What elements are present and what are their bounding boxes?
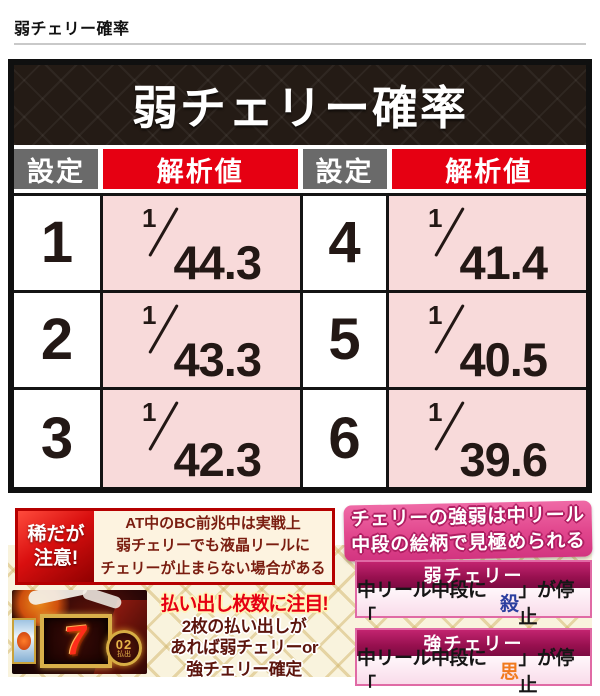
reel-window-frame: 7	[40, 614, 112, 668]
caution-line: 弱チェリーでも液晶リールに	[115, 537, 311, 555]
caution-line: チェリーが止まらない場合がある	[100, 559, 326, 577]
table-header-row: 設定 解析値 設定 解析値	[14, 145, 586, 193]
payout-medal-label: 払出	[117, 651, 131, 658]
weak-cherry-box: 弱チェリー 中リール中段に「殺」が停止	[355, 560, 592, 628]
table-row: 1 1 44.3 4 1 41.4	[14, 196, 586, 293]
setting-number: 5	[328, 307, 361, 372]
payout-medal: 02 払出	[106, 630, 142, 666]
caution-note: 稀だが 注意! AT中のBC前兆中は実戦上 弱チェリーでも液晶リールに チェリー…	[15, 508, 335, 585]
column-header-value: 解析値	[391, 149, 586, 189]
strong-cherry-title: 強チェリー	[357, 630, 590, 656]
reel-photo: 7 02 払出	[12, 590, 147, 674]
setting-number: 3	[40, 405, 74, 471]
setting-cell: 3	[14, 390, 100, 487]
bottom-section: 稀だが 注意! AT中のBC前兆中は実戦上 弱チェリーでも液晶リールに チェリー…	[0, 497, 600, 696]
value-cell: 1 44.3	[100, 196, 300, 290]
fraction-numerator: 1	[142, 300, 157, 330]
page-title: 弱チェリー確率	[14, 21, 130, 38]
fraction-value: 41.4	[459, 236, 547, 289]
fraction: 1 42.3	[103, 390, 300, 487]
setting-number: 6	[328, 405, 361, 471]
setting-number: 2	[40, 307, 74, 372]
strong-cherry-text: 中リール中段に「思」が停止	[357, 648, 590, 696]
fraction-value: 42.3	[173, 433, 261, 486]
fraction: 1 43.3	[103, 293, 300, 387]
reel-text-prefix: 中リール中段に「	[357, 580, 487, 628]
fraction: 1 39.6	[389, 390, 586, 487]
discern-banner-line: 中段の絵柄で見極められる	[351, 530, 586, 557]
reel-symbol-blob	[17, 632, 31, 650]
side-reel-strip	[12, 618, 36, 664]
caution-line: AT中のBC前兆中は実戦上	[125, 514, 301, 532]
value-cell: 1 39.6	[386, 390, 586, 487]
fraction-numerator: 1	[428, 203, 443, 233]
caution-badge-line: 稀だが	[27, 523, 85, 545]
table-title-band: 弱チェリー確率	[14, 65, 586, 145]
caution-badge: 稀だが 注意!	[18, 511, 94, 582]
value-cell: 1 42.3	[100, 390, 300, 487]
column-header-setting: 設定	[302, 149, 387, 189]
caution-text: AT中のBC前兆中は実戦上 弱チェリーでも液晶リールに チェリーが止まらない場合…	[94, 511, 332, 582]
table-body: 1 1 44.3 4 1 41.4 2 1 43.3 5 1 40.5	[14, 193, 586, 487]
payout-medal-number: 02	[115, 637, 133, 652]
reel-text-suffix: 」が停止	[518, 648, 575, 696]
column-header-value: 解析値	[103, 149, 298, 189]
fraction-numerator: 1	[428, 300, 443, 330]
setting-cell: 1	[14, 196, 100, 290]
strong-cherry-box: 強チェリー 中リール中段に「思」が停止	[355, 628, 592, 696]
value-cell: 1 40.5	[386, 293, 586, 387]
weak-cherry-title: 弱チェリー	[357, 562, 590, 588]
table-row: 3 1 42.3 6 1 39.6	[14, 390, 586, 487]
payout-line: あれば弱チェリーor	[170, 638, 319, 658]
value-cell: 1 43.3	[100, 293, 300, 387]
reel-stop-char: 殺	[499, 593, 519, 615]
fraction-numerator: 1	[428, 397, 443, 427]
column-header-setting: 設定	[14, 149, 98, 189]
discern-banner: チェリーの強弱は中リール 中段の絵柄で見極められる	[343, 500, 593, 562]
setting-cell: 4	[300, 196, 386, 290]
setting-cell: 2	[14, 293, 100, 387]
payout-line: 強チェリー確定	[186, 659, 302, 679]
seven-symbol: 7	[62, 617, 90, 665]
payout-note: 払い出し枚数に注目! 2枚の払い出しが あれば弱チェリーor 強チェリー確定	[146, 589, 342, 679]
fraction-value: 44.3	[173, 236, 261, 289]
setting-number: 4	[328, 210, 361, 275]
value-cell: 1 41.4	[386, 196, 586, 290]
setting-cell: 6	[300, 390, 386, 487]
fraction: 1 40.5	[389, 293, 586, 387]
payout-line: 2枚の払い出しが	[181, 617, 307, 636]
fraction-value: 39.6	[459, 433, 547, 486]
probability-table: 弱チェリー確率 設定 解析値 設定 解析値 1 1 44.3 4 1 41.4 2	[8, 59, 592, 493]
fraction-value: 43.3	[173, 333, 261, 386]
payout-headline: 払い出し枚数に注目!	[160, 594, 328, 615]
caution-badge-line: 注意!	[33, 547, 79, 569]
setting-number: 1	[40, 210, 74, 275]
fraction-value: 40.5	[459, 333, 547, 386]
reel-text-prefix: 中リール中段に「	[357, 648, 487, 696]
fraction-numerator: 1	[142, 397, 157, 427]
divider	[14, 43, 586, 45]
brush-stroke	[81, 590, 123, 610]
table-title: 弱チェリー確率	[132, 82, 468, 134]
fraction: 1 44.3	[103, 196, 300, 290]
reel-text-suffix: 」が停止	[518, 580, 575, 628]
weak-cherry-text: 中リール中段に「殺」が停止	[357, 580, 590, 628]
fraction: 1 41.4	[389, 196, 586, 290]
table-row: 2 1 43.3 5 1 40.5	[14, 293, 586, 390]
fraction-numerator: 1	[142, 203, 157, 233]
reel-stop-char: 思	[499, 661, 519, 683]
setting-cell: 5	[300, 293, 386, 387]
